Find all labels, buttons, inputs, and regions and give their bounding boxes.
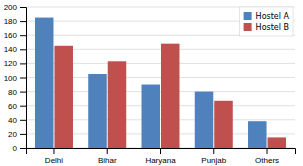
y-tick: 160 bbox=[4, 31, 26, 40]
legend-item: Hostel B bbox=[244, 23, 289, 32]
grid bbox=[26, 7, 295, 148]
legend: Hostel A Hostel B bbox=[240, 7, 293, 36]
y-tick-label: 0 bbox=[13, 144, 18, 153]
y-tick: 0 bbox=[13, 144, 26, 153]
bars bbox=[35, 18, 286, 148]
y-tick-label: 160 bbox=[4, 31, 18, 40]
y-tick-label: 200 bbox=[4, 3, 18, 12]
x-tick-mark bbox=[53, 148, 54, 154]
y-tick: 60 bbox=[8, 102, 26, 111]
y-tick-label: 180 bbox=[4, 17, 18, 26]
y-tick-mark bbox=[20, 92, 26, 93]
legend-label: Hostel B bbox=[256, 23, 289, 32]
bar bbox=[161, 44, 180, 148]
y-tick-label: 120 bbox=[4, 59, 18, 68]
bar bbox=[141, 85, 160, 148]
bar bbox=[195, 92, 214, 148]
x-tick-mark bbox=[267, 148, 268, 154]
legend-swatch bbox=[244, 23, 252, 31]
y-tick-mark bbox=[20, 148, 26, 149]
bar bbox=[35, 18, 54, 148]
x-tick-label: Punjab bbox=[201, 156, 226, 165]
bar bbox=[88, 74, 107, 148]
y-tick-mark bbox=[20, 106, 26, 107]
x-tick-label: Others bbox=[255, 156, 279, 165]
bar-series bbox=[54, 44, 286, 148]
x-tick-label: Haryana bbox=[145, 156, 176, 165]
y-tick-mark bbox=[20, 63, 26, 64]
x-tick: Delhi bbox=[45, 148, 63, 165]
y-tick: 200 bbox=[4, 3, 26, 12]
y-tick-label: 140 bbox=[4, 45, 18, 54]
x-tick-label: Delhi bbox=[45, 156, 63, 165]
bar bbox=[54, 46, 73, 148]
bar bbox=[108, 61, 127, 148]
x-tick: Haryana bbox=[145, 148, 176, 165]
y-tick: 180 bbox=[4, 17, 26, 26]
y-tick-mark bbox=[20, 21, 26, 22]
chart-container: 0 20 40 60 80 100 120 140 160 180 200 Delhi Bihar Har… bbox=[0, 0, 303, 166]
y-axis: 0 20 40 60 80 100 120 140 160 180 200 bbox=[4, 3, 27, 153]
y-tick-label: 100 bbox=[4, 74, 18, 83]
bar-series bbox=[35, 18, 267, 148]
legend-swatch bbox=[244, 12, 252, 20]
x-tick: Bihar bbox=[98, 148, 117, 165]
y-tick: 140 bbox=[4, 45, 26, 54]
y-tick-mark bbox=[20, 78, 26, 79]
bar bbox=[248, 121, 267, 148]
legend-label: Hostel A bbox=[256, 12, 290, 21]
y-tick-mark bbox=[20, 35, 26, 36]
y-tick-mark bbox=[20, 120, 26, 121]
x-tick: Others bbox=[255, 148, 279, 165]
x-tick: Punjab bbox=[201, 148, 226, 165]
legend-frame bbox=[240, 7, 293, 36]
x-tick-mark bbox=[107, 148, 108, 154]
y-tick: 120 bbox=[4, 59, 26, 68]
legend-item: Hostel A bbox=[244, 12, 290, 21]
y-tick-mark bbox=[20, 134, 26, 135]
x-axis-line bbox=[27, 149, 296, 155]
y-tick: 20 bbox=[8, 130, 26, 139]
y-tick-label: 80 bbox=[8, 88, 17, 97]
chart-svg: 0 20 40 60 80 100 120 140 160 180 200 Delhi Bihar Har… bbox=[0, 0, 303, 166]
y-tick-label: 60 bbox=[8, 102, 17, 111]
x-tick-mark bbox=[160, 148, 161, 154]
y-tick-mark bbox=[20, 49, 26, 50]
x-axis: Delhi Bihar Haryana Punjab Others bbox=[27, 148, 296, 165]
bar bbox=[268, 137, 287, 148]
x-tick-label: Bihar bbox=[98, 156, 117, 165]
y-axis-line bbox=[20, 8, 27, 149]
x-tick-mark bbox=[213, 148, 214, 154]
y-tick: 40 bbox=[8, 116, 26, 125]
y-tick-label: 20 bbox=[8, 130, 17, 139]
y-tick-mark bbox=[20, 7, 26, 8]
plot: 0 20 40 60 80 100 120 140 160 180 200 Delhi Bihar Har… bbox=[4, 3, 296, 165]
bar bbox=[214, 101, 233, 148]
y-tick: 100 bbox=[4, 74, 26, 83]
y-tick-label: 40 bbox=[8, 116, 17, 125]
y-tick: 80 bbox=[8, 88, 26, 97]
